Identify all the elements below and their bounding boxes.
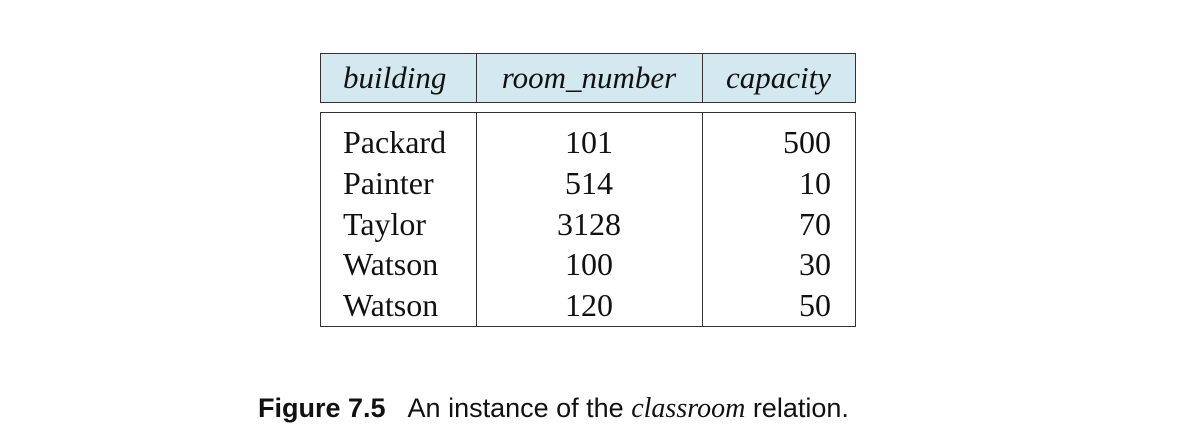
figure-label: Figure 7.5 [258,393,386,423]
cell-building: Painter [343,164,434,201]
table-row: Packard 101 500 [321,122,855,163]
cell-room-number: 514 [565,164,613,201]
column-header-room-number: room_number [501,60,677,95]
cell-building: Taylor [343,205,427,242]
cell-room-number: 100 [565,246,613,283]
caption-text-after: relation. [752,393,849,423]
column-divider [476,113,477,326]
column-divider [476,54,477,102]
cell-capacity: 10 [799,164,831,201]
table-row: Watson 120 50 [321,285,855,326]
cell-building: Watson [343,287,439,324]
cell-room-number: 101 [565,124,613,160]
caption-relation-name: classroom [631,393,746,424]
cell-room-number: 120 [565,287,613,324]
cell-building: Packard [343,124,447,160]
column-header-building: building [343,60,447,95]
cell-capacity: 500 [783,124,831,160]
cell-building: Watson [343,246,439,283]
table-body: Packard 101 500 Painter 514 10 Taylor 31… [320,112,856,327]
table-header: building room_number capacity [320,53,856,103]
caption-text-before: An instance of the [407,393,624,423]
cell-capacity: 70 [799,205,831,242]
cell-room-number: 3128 [557,205,621,242]
cell-capacity: 30 [799,246,831,283]
table-row: Watson 100 30 [321,244,855,285]
table-row: Painter 514 10 [321,163,855,204]
figure-caption: Figure 7.5 An instance of the classroom r… [258,388,849,428]
column-divider [702,113,703,326]
table-row: Taylor 3128 70 [321,204,855,245]
cell-capacity: 50 [799,287,831,324]
column-divider [702,54,703,102]
column-header-capacity: capacity [725,60,831,95]
